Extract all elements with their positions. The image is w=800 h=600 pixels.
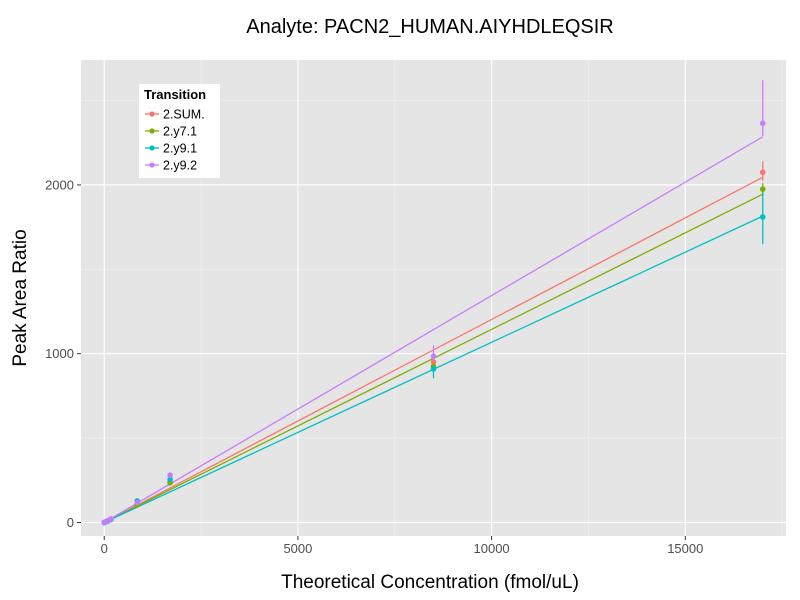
data-point xyxy=(430,359,437,365)
legend: Transition 2.SUM. 2.y7.1 2.y9.1 2.y9.2 xyxy=(139,84,220,178)
data-points xyxy=(101,120,766,526)
y-tick-label: 2000 xyxy=(45,177,74,192)
data-point xyxy=(759,120,766,127)
legend-title: Transition xyxy=(144,87,206,102)
x-axis: 0 5000 10000 15000 xyxy=(101,536,703,556)
x-tick-label: 5000 xyxy=(283,541,312,556)
y-axis: 0 1000 2000 xyxy=(45,177,81,530)
data-point xyxy=(430,366,437,372)
data-point xyxy=(759,214,766,220)
y-tick-label: 0 xyxy=(67,515,74,530)
data-point xyxy=(167,472,173,479)
chart-title: Analyte: PACN2_HUMAN.AIYHDLEQSIR xyxy=(246,16,614,38)
data-point xyxy=(430,353,437,360)
legend-key-point xyxy=(149,162,155,168)
legend-label: 2.y7.1 xyxy=(163,125,197,139)
y-tick-label: 1000 xyxy=(45,346,74,361)
data-point xyxy=(167,476,173,483)
x-tick-label: 10000 xyxy=(474,541,510,556)
x-axis-title: Theoretical Concentration (fmol/uL) xyxy=(281,572,579,593)
legend-items: 2.SUM. 2.y7.1 2.y9.1 2.y9.2 xyxy=(145,108,205,173)
fit-line xyxy=(103,136,764,524)
legend-key-point xyxy=(149,128,155,134)
data-point xyxy=(134,499,140,506)
x-tick-label: 15000 xyxy=(667,541,703,556)
x-tick-label: 0 xyxy=(101,541,108,556)
legend-label: 2.y9.1 xyxy=(163,142,197,156)
legend-key-point xyxy=(149,145,155,151)
legend-label: 2.SUM. xyxy=(163,108,205,122)
legend-key-point xyxy=(149,111,155,117)
data-point xyxy=(759,186,766,192)
legend-label: 2.y9.2 xyxy=(163,159,197,173)
y-axis-title: Peak Area Ratio xyxy=(10,229,31,366)
data-point xyxy=(108,515,114,522)
major-grid xyxy=(81,60,786,536)
data-point xyxy=(759,169,766,176)
